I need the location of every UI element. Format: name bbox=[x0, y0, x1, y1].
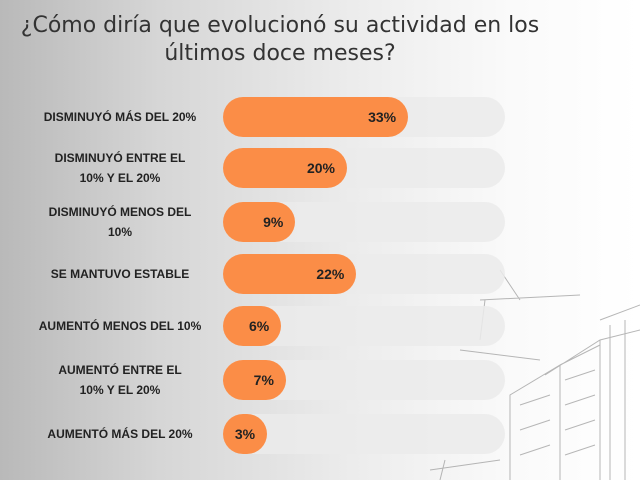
data-label: 3% bbox=[234, 426, 256, 442]
category-label: AUMENTÓ MÁS DEL 20% bbox=[47, 427, 193, 441]
bar: 9% bbox=[223, 202, 296, 242]
category-label: DISMINUYÓ ENTRE EL 10% Y EL 20% bbox=[54, 151, 186, 185]
data-label: 20% bbox=[306, 160, 335, 176]
bar: 6% bbox=[223, 306, 282, 346]
category-label: DISMINUYÓ MÁS DEL 20% bbox=[43, 110, 197, 124]
category-label: SE MANTUVO ESTABLE bbox=[50, 267, 190, 281]
bar: 20% bbox=[223, 148, 347, 188]
bar: 22% bbox=[223, 254, 357, 294]
chart-title: ¿Cómo diría que evolucionó su actividad … bbox=[20, 13, 540, 66]
data-label: 6% bbox=[248, 318, 270, 334]
bar: 7% bbox=[223, 360, 286, 400]
bar: 33% bbox=[223, 97, 409, 137]
category-label: AUMENTÓ ENTRE EL 10% Y EL 20% bbox=[58, 363, 182, 397]
data-label: 33% bbox=[368, 109, 397, 125]
category-label: DISMINUYÓ MENOS DEL 10% bbox=[48, 205, 192, 239]
category-label: AUMENTÓ MENOS DEL 10% bbox=[38, 319, 202, 333]
data-label: 7% bbox=[253, 372, 274, 388]
bar: 3% bbox=[223, 414, 268, 454]
bar-track bbox=[223, 414, 505, 454]
data-label: 22% bbox=[316, 266, 345, 282]
data-label: 9% bbox=[263, 214, 284, 230]
